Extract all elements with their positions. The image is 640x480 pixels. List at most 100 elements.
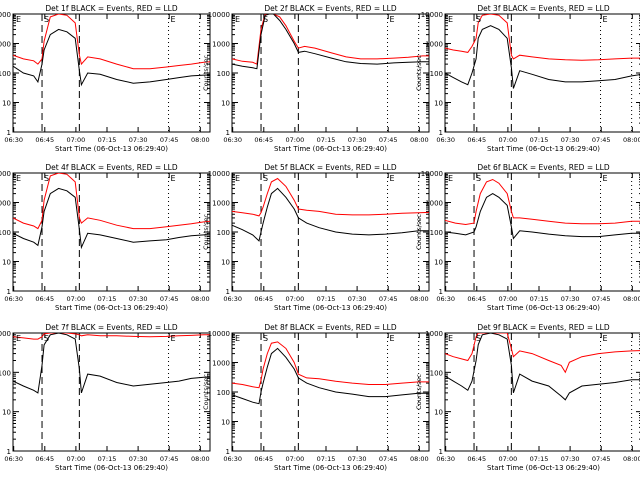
y-tick-label: 100 <box>217 229 230 237</box>
y-tick-label: 100 <box>0 70 11 78</box>
panel-title: Det 2f BLACK = Events, RED = LLD <box>264 4 397 13</box>
marker-label-e: E <box>171 15 176 24</box>
panel-title: Det 8f BLACK = Events, RED = LLD <box>264 323 397 332</box>
y-tick-label: 10 <box>221 100 230 108</box>
y-tick-label: 10 <box>2 100 11 108</box>
x-tick-label: 07:30 <box>129 136 148 144</box>
marker-label-e: E <box>235 15 240 24</box>
marker-label-e: E <box>171 334 176 343</box>
x-tick-label: 08:00 <box>410 455 429 463</box>
detector-panel-7: 1 10 100 1000 06:30 06:45 07:00 07:15 07:30 07:45… <box>0 323 211 472</box>
y-tick-label: 1000 <box>425 330 443 338</box>
marker-label-e: E <box>171 174 176 183</box>
lld-series-line <box>445 14 640 61</box>
marker-label-s: S <box>263 334 268 343</box>
marker-label-e: E <box>603 174 608 183</box>
detector-panel-4: 1 10 100 1000 10000 06:30 06:45 07:00 07:15 07:30… <box>0 163 211 312</box>
y-tick-label: 1 <box>7 288 11 296</box>
x-tick-label: 07:30 <box>129 295 148 303</box>
y-tick-label: 10 <box>2 259 11 267</box>
x-tick-label: 07:00 <box>499 295 518 303</box>
y-tick-label: 10000 <box>0 11 11 19</box>
x-tick-label: 08:00 <box>623 295 640 303</box>
marker-label-e: E <box>16 334 21 343</box>
lld-series-line <box>445 333 640 374</box>
y-tick-label: 1000 <box>0 41 11 49</box>
y-tick-label: 1000 <box>425 41 443 49</box>
x-axis-label: Start Time (06-Oct-13 06:29:40) <box>274 464 387 472</box>
y-tick-label: 10000 <box>208 11 230 19</box>
x-tick-label: 07:45 <box>592 455 611 463</box>
y-tick-label: 1 <box>226 448 230 456</box>
y-tick-label: 10000 <box>208 330 230 338</box>
x-tick-label: 06:30 <box>436 136 455 144</box>
y-tick-label: 10000 <box>0 170 11 178</box>
y-tick-label: 1000 <box>0 200 11 208</box>
x-tick-label: 07:30 <box>561 136 580 144</box>
x-tick-label: 06:45 <box>254 455 273 463</box>
y-axis-label: Counts/sec <box>415 374 423 410</box>
y-tick-label: 1 <box>439 288 443 296</box>
x-tick-label: 07:30 <box>348 295 367 303</box>
panel-title: Det 1f BLACK = Events, RED = LLD <box>45 4 178 13</box>
marker-label-s: S <box>476 15 481 24</box>
x-tick-label: 07:00 <box>67 136 86 144</box>
y-tick-label: 100 <box>217 389 230 397</box>
events-series-line <box>13 333 210 394</box>
x-tick-label: 06:30 <box>4 136 23 144</box>
panel-title: Det 5f BLACK = Events, RED = LLD <box>264 163 397 172</box>
y-tick-label: 10 <box>221 419 230 427</box>
events-series-line <box>445 25 640 89</box>
x-tick-label: 07:45 <box>592 295 611 303</box>
marker-label-e: E <box>390 174 395 183</box>
y-tick-label: 1 <box>226 129 230 137</box>
y-tick-label: 100 <box>430 229 443 237</box>
x-tick-label: 06:30 <box>436 455 455 463</box>
x-tick-label: 08:00 <box>623 455 640 463</box>
marker-label-e: E <box>235 334 240 343</box>
x-tick-label: 07:00 <box>499 136 518 144</box>
y-axis-label: Counts/sec <box>415 55 423 91</box>
detector-panel-5: 1 10 100 1000 10000 06:30 06:45 07:00 07:15 07:30… <box>202 163 430 312</box>
marker-label-e: E <box>603 15 608 24</box>
y-axis-label: Counts/sec <box>415 214 423 250</box>
x-axis-label: Start Time (06-Oct-13 06:29:40) <box>274 145 387 153</box>
x-tick-label: 07:15 <box>530 455 549 463</box>
y-tick-label: 1 <box>439 448 443 456</box>
lld-series-line <box>13 333 210 340</box>
y-tick-label: 10000 <box>208 170 230 178</box>
y-tick-label: 1000 <box>0 330 11 338</box>
y-axis-label: Counts/sec <box>202 55 210 91</box>
x-tick-label: 07:00 <box>67 295 86 303</box>
events-series-line <box>232 14 429 70</box>
events-series-line <box>445 333 640 401</box>
lld-series-line <box>13 173 210 230</box>
x-tick-label: 06:45 <box>35 295 54 303</box>
y-tick-label: 100 <box>0 229 11 237</box>
y-tick-label: 1000 <box>425 200 443 208</box>
lld-series-line <box>445 178 640 226</box>
x-tick-label: 06:30 <box>4 295 23 303</box>
x-tick-label: 08:00 <box>191 136 210 144</box>
x-tick-label: 07:45 <box>379 136 398 144</box>
x-tick-label: 07:15 <box>317 136 336 144</box>
marker-label-e: E <box>235 174 240 183</box>
y-tick-label: 10 <box>221 259 230 267</box>
y-tick-label: 10000 <box>421 11 443 19</box>
panel-title: Det 6f BLACK = Events, RED = LLD <box>477 163 610 172</box>
x-tick-label: 07:15 <box>98 295 117 303</box>
lld-series-line <box>232 14 429 65</box>
plot-frame <box>444 332 640 452</box>
x-tick-label: 06:45 <box>467 455 486 463</box>
events-series-line <box>232 187 429 242</box>
y-tick-label: 10 <box>434 100 443 108</box>
x-tick-label: 07:30 <box>348 136 367 144</box>
marker-label-e: E <box>448 334 453 343</box>
marker-label-e: E <box>390 334 395 343</box>
marker-label-s: S <box>44 174 49 183</box>
y-tick-label: 100 <box>0 369 11 377</box>
marker-label-e: E <box>16 174 21 183</box>
y-tick-label: 10000 <box>421 170 443 178</box>
